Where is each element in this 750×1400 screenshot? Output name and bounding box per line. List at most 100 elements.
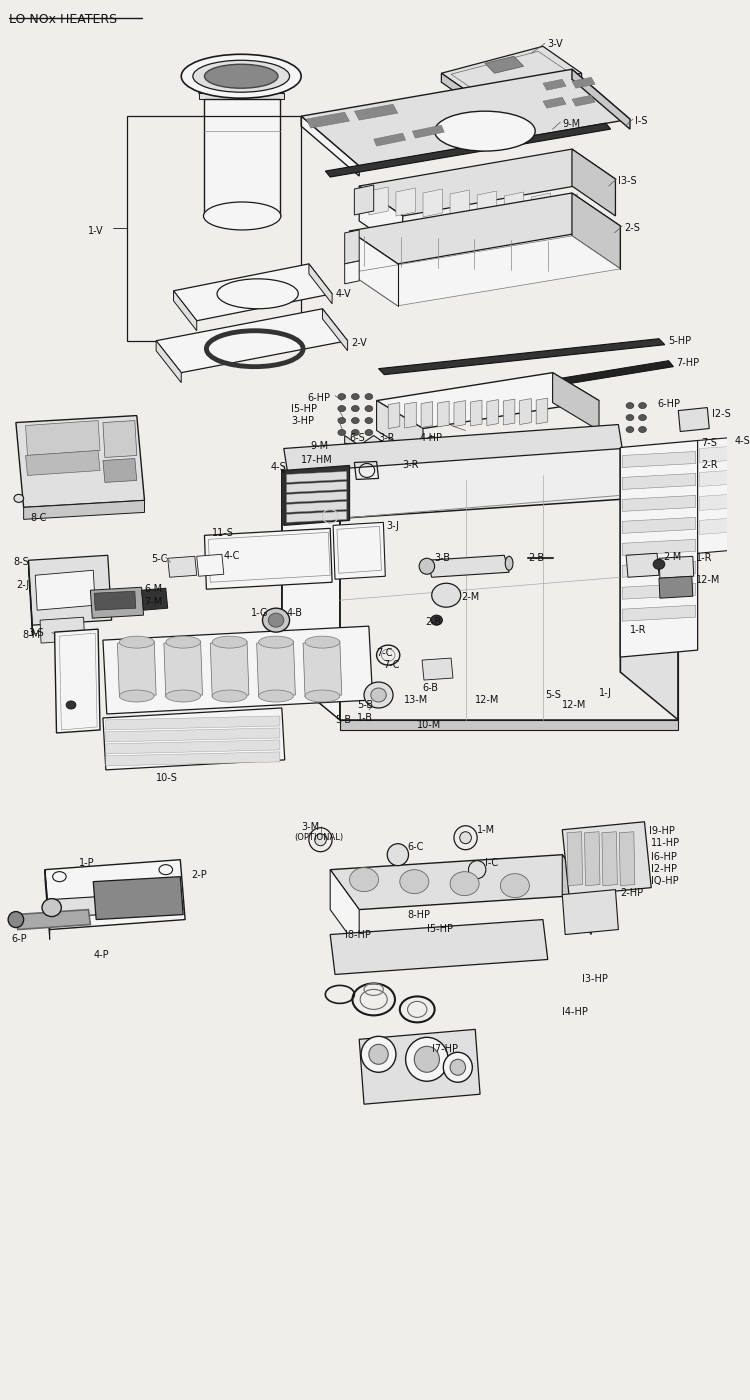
Polygon shape — [106, 715, 280, 729]
Text: 2-B: 2-B — [529, 553, 544, 563]
Ellipse shape — [259, 636, 293, 648]
Ellipse shape — [203, 202, 280, 230]
Polygon shape — [28, 560, 32, 636]
Polygon shape — [302, 116, 359, 176]
Polygon shape — [286, 501, 346, 512]
Polygon shape — [93, 876, 183, 920]
Text: 4-C: 4-C — [224, 552, 240, 561]
Text: 8-C: 8-C — [31, 514, 46, 524]
Text: 7-C: 7-C — [383, 659, 400, 671]
Polygon shape — [572, 193, 620, 269]
Polygon shape — [553, 372, 599, 431]
Polygon shape — [622, 539, 696, 556]
Text: 2-B: 2-B — [425, 617, 441, 627]
Ellipse shape — [626, 403, 634, 409]
Polygon shape — [659, 556, 694, 578]
Ellipse shape — [639, 403, 646, 409]
Polygon shape — [26, 420, 100, 455]
Text: I8-HP: I8-HP — [345, 930, 370, 939]
Polygon shape — [698, 438, 731, 553]
Polygon shape — [16, 910, 90, 930]
Polygon shape — [485, 56, 524, 73]
Text: 1-M: 1-M — [477, 825, 495, 834]
Text: 13-M: 13-M — [404, 694, 428, 706]
Ellipse shape — [432, 584, 460, 608]
Polygon shape — [26, 451, 100, 476]
Polygon shape — [572, 69, 630, 129]
Polygon shape — [572, 95, 596, 106]
Polygon shape — [700, 470, 730, 486]
Ellipse shape — [365, 406, 373, 412]
Polygon shape — [572, 148, 616, 216]
Ellipse shape — [626, 414, 634, 420]
Ellipse shape — [450, 872, 479, 896]
Text: 10-M: 10-M — [417, 720, 442, 729]
Ellipse shape — [119, 690, 154, 701]
Polygon shape — [374, 133, 406, 146]
Ellipse shape — [653, 559, 664, 570]
Text: 2-V: 2-V — [352, 337, 368, 347]
Ellipse shape — [369, 1044, 388, 1064]
Polygon shape — [359, 148, 616, 216]
Text: 5-C: 5-C — [152, 554, 168, 564]
Polygon shape — [24, 500, 145, 519]
Polygon shape — [602, 832, 617, 886]
Polygon shape — [567, 832, 583, 886]
Text: 3-S: 3-S — [28, 629, 44, 638]
Ellipse shape — [361, 1036, 396, 1072]
Text: I6-HP: I6-HP — [651, 851, 677, 861]
Text: 12-M: 12-M — [562, 700, 586, 710]
Ellipse shape — [443, 1053, 472, 1082]
Ellipse shape — [205, 64, 278, 88]
Polygon shape — [103, 626, 373, 714]
Polygon shape — [450, 190, 470, 218]
Polygon shape — [103, 708, 285, 770]
Polygon shape — [303, 641, 342, 697]
Polygon shape — [55, 629, 100, 734]
Text: 4-P: 4-P — [93, 949, 109, 959]
Polygon shape — [282, 448, 678, 518]
Polygon shape — [376, 400, 423, 458]
Polygon shape — [156, 309, 347, 372]
Text: 4-S: 4-S — [270, 462, 286, 472]
Text: 10-S: 10-S — [156, 773, 178, 783]
Polygon shape — [330, 854, 591, 910]
Polygon shape — [302, 69, 630, 167]
Ellipse shape — [460, 832, 471, 844]
Polygon shape — [543, 97, 566, 108]
Ellipse shape — [193, 60, 290, 92]
Polygon shape — [345, 435, 432, 445]
Polygon shape — [173, 291, 196, 330]
Polygon shape — [286, 491, 346, 503]
Polygon shape — [196, 554, 223, 577]
Polygon shape — [531, 193, 550, 221]
Ellipse shape — [450, 1060, 466, 1075]
Text: 6-S: 6-S — [350, 433, 365, 442]
Polygon shape — [620, 832, 634, 886]
Polygon shape — [354, 185, 374, 216]
Ellipse shape — [414, 1046, 440, 1072]
Text: 2-HP: 2-HP — [620, 888, 644, 897]
Text: I-S: I-S — [634, 116, 647, 126]
Polygon shape — [106, 741, 280, 753]
Ellipse shape — [430, 615, 442, 626]
Polygon shape — [286, 472, 346, 483]
Text: 4-B: 4-B — [286, 608, 303, 619]
Ellipse shape — [365, 393, 373, 399]
Polygon shape — [678, 407, 710, 431]
Polygon shape — [40, 617, 85, 643]
Text: 2-P: 2-P — [191, 869, 207, 879]
Polygon shape — [106, 728, 280, 742]
Text: IQ-HP: IQ-HP — [651, 875, 679, 886]
Ellipse shape — [338, 430, 346, 435]
Ellipse shape — [387, 844, 409, 865]
Polygon shape — [210, 641, 249, 697]
Ellipse shape — [352, 406, 359, 412]
Text: 8-S: 8-S — [13, 557, 28, 567]
Text: 1-P: 1-P — [79, 858, 94, 868]
Ellipse shape — [166, 690, 200, 701]
Polygon shape — [379, 339, 664, 375]
Polygon shape — [199, 83, 284, 94]
Ellipse shape — [639, 414, 646, 420]
Ellipse shape — [212, 636, 247, 648]
